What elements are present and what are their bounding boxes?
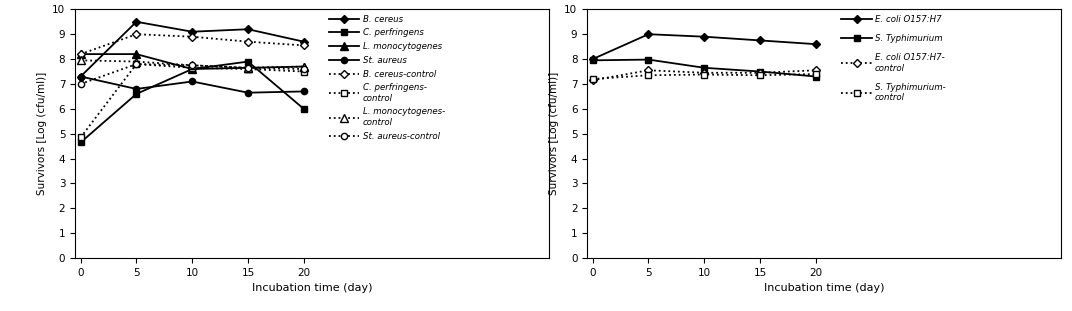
- X-axis label: Incubation time (day): Incubation time (day): [764, 283, 884, 293]
- X-axis label: Incubation time (day): Incubation time (day): [252, 283, 372, 293]
- Y-axis label: Survivors [Log (cfu/ml)]: Survivors [Log (cfu/ml)]: [549, 72, 559, 195]
- Legend: E. coli O157:H7, S. Typhimurium, E. coli O157:H7-
control, S. Typhimurium-
contr: E. coli O157:H7, S. Typhimurium, E. coli…: [838, 11, 949, 106]
- Y-axis label: Survivors [Log (cfu/ml)]: Survivors [Log (cfu/ml)]: [36, 72, 47, 195]
- Legend: B. cereus, C. perfringens, L. monocytogenes, St. aureus, B. cereus-control, C. p: B. cereus, C. perfringens, L. monocytoge…: [326, 11, 448, 144]
